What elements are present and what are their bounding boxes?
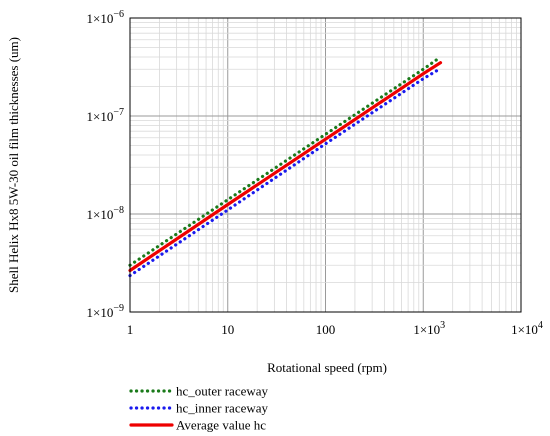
x-axis-title: Rotational speed (rpm) xyxy=(267,360,387,375)
x-tick-label: 1×103 xyxy=(413,320,445,337)
y-tick-labels: 1×10−9 1×10−8 1×10−7 1×10−6 xyxy=(87,9,124,320)
y-tick-label: 1×10−7 xyxy=(87,107,124,124)
legend: hc_outer raceway hc_inner raceway Average … xyxy=(129,384,269,433)
x-tick-label: 1×104 xyxy=(511,320,543,337)
series-line-2 xyxy=(128,66,443,278)
legend-label-1: hc_outer raceway xyxy=(176,384,269,399)
x-tick-label: 1 xyxy=(127,322,134,337)
y-axis-title: Shell Helix Hx8 5W-30 oil film thickness… xyxy=(6,37,21,293)
y-tick-label: 1×10−6 xyxy=(87,9,124,26)
x-tick-label: 10 xyxy=(221,322,234,337)
legend-label-2: hc_inner raceway xyxy=(176,401,269,416)
series-line-1 xyxy=(128,55,443,267)
x-tick-labels: 1 10 100 1×103 1×104 xyxy=(127,320,543,337)
series-line-3 xyxy=(128,61,443,273)
series-lines xyxy=(128,55,443,278)
legend-label-3: Average value hc xyxy=(176,418,266,433)
y-tick-label: 1×10−8 xyxy=(87,205,124,222)
grid xyxy=(130,18,521,312)
x-tick-label: 100 xyxy=(316,322,336,337)
y-tick-label: 1×10−9 xyxy=(87,303,124,320)
plot-frame xyxy=(129,17,522,313)
